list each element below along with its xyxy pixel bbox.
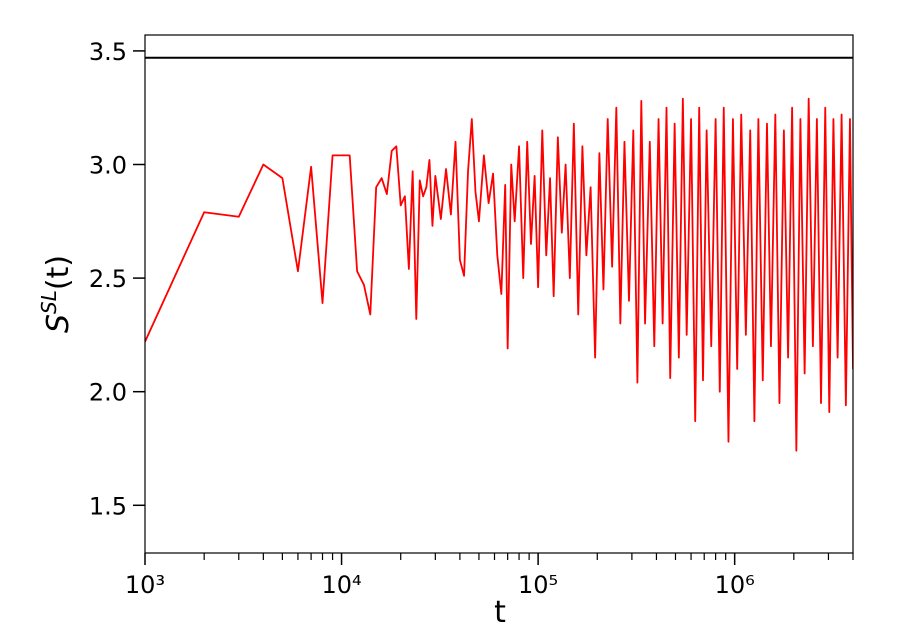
y-label-base: S xyxy=(41,314,76,333)
y-tick-label: 3.0 xyxy=(89,152,127,180)
plot-frame xyxy=(144,34,854,554)
x-tick-label: 10⁴ xyxy=(321,571,361,599)
x-tick-label: 10³ xyxy=(125,571,165,599)
y-tick-label: 2.5 xyxy=(89,265,127,293)
x-tick-label: 10⁵ xyxy=(518,571,558,599)
y-tick-label: 2.0 xyxy=(89,379,127,407)
x-tick-label: 10⁶ xyxy=(715,571,755,599)
x-axis-label: t xyxy=(494,595,506,630)
y-label-rest: (t) xyxy=(41,255,76,290)
y-tick-label: 1.5 xyxy=(89,492,127,520)
y-axis-label: SSL(t) xyxy=(37,255,76,333)
y-tick-label: 3.5 xyxy=(89,38,127,66)
y-label-sup: SL xyxy=(37,290,61,314)
data-line xyxy=(145,97,853,452)
